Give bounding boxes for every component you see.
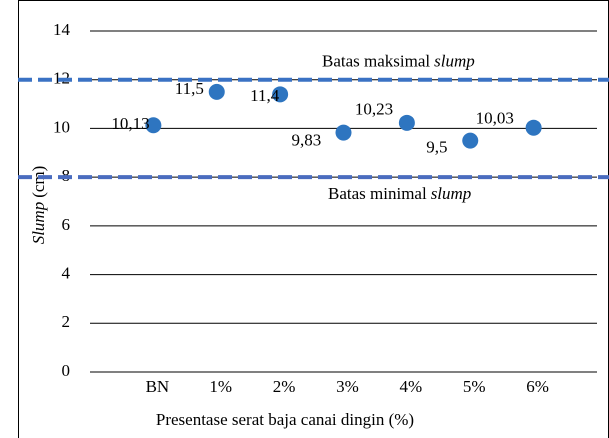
y-tick-label: 0 (62, 361, 71, 380)
point (145, 117, 162, 134)
data-label: 10,23 (355, 100, 393, 119)
reference-label-text: Batas minimal (328, 184, 427, 203)
point (272, 86, 289, 103)
point (335, 124, 352, 141)
y-tick-label: 2 (62, 312, 71, 331)
y-tick-label: 14 (53, 20, 71, 39)
x-axis-label: Presentase serat baja canai dingin (%) (156, 410, 414, 429)
point (208, 83, 225, 100)
y-tick-label: 4 (62, 263, 71, 282)
point (462, 132, 479, 149)
reference-label-text: Batas maksimal (322, 52, 430, 71)
x-tick-label: BN (146, 377, 170, 396)
y-axis-label-text: (cm) (29, 166, 48, 198)
y-axis-label-emph: Slump (29, 202, 48, 245)
data-label: 10,03 (476, 109, 514, 128)
point (525, 119, 542, 136)
y-tick-label: 6 (62, 215, 71, 234)
reference-label-emph: slump (434, 52, 475, 71)
x-tick-label: 1% (209, 377, 232, 396)
data-label: 11,4 (250, 86, 280, 105)
data-label: 11,5 (175, 79, 204, 98)
data-label: 9,5 (426, 138, 447, 157)
x-tick-label: 6% (526, 377, 549, 396)
x-tick-label: 4% (400, 377, 423, 396)
reference-label-emph: slump (431, 184, 472, 203)
reference-label: Batas maksimal slump (322, 52, 475, 71)
x-tick-label: 2% (273, 377, 296, 396)
y-tick-label: 10 (53, 117, 70, 136)
y-axis-label: Slump (cm) (29, 166, 48, 245)
x-tick-label: 3% (336, 377, 359, 396)
point (398, 114, 415, 131)
reference-label: Batas minimal slump (328, 184, 471, 203)
x-tick-label: 5% (463, 377, 486, 396)
data-label: 10,13 (111, 114, 149, 133)
data-label: 9,83 (292, 130, 322, 149)
